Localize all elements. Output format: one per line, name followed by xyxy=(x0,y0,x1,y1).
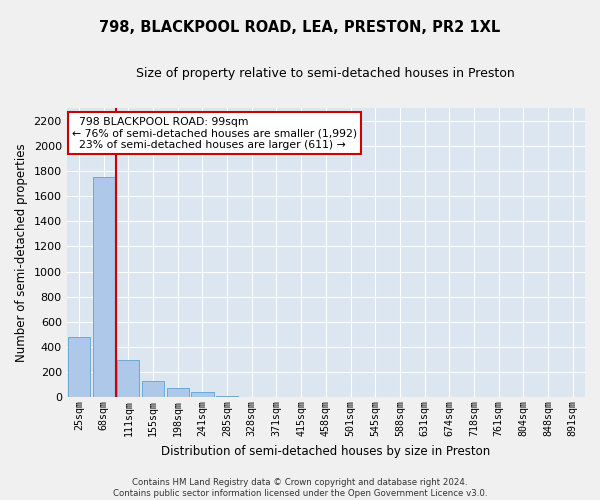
X-axis label: Distribution of semi-detached houses by size in Preston: Distribution of semi-detached houses by … xyxy=(161,444,490,458)
Title: Size of property relative to semi-detached houses in Preston: Size of property relative to semi-detach… xyxy=(136,68,515,80)
Text: 798 BLACKPOOL ROAD: 99sqm  
← 76% of semi-detached houses are smaller (1,992)
  : 798 BLACKPOOL ROAD: 99sqm ← 76% of semi-… xyxy=(72,116,357,150)
Bar xyxy=(117,360,139,398)
Bar xyxy=(216,396,238,398)
Bar xyxy=(167,388,189,398)
Bar xyxy=(68,337,90,398)
Text: Contains HM Land Registry data © Crown copyright and database right 2024.
Contai: Contains HM Land Registry data © Crown c… xyxy=(113,478,487,498)
Bar xyxy=(92,177,115,398)
Text: 798, BLACKPOOL ROAD, LEA, PRESTON, PR2 1XL: 798, BLACKPOOL ROAD, LEA, PRESTON, PR2 1… xyxy=(100,20,500,35)
Y-axis label: Number of semi-detached properties: Number of semi-detached properties xyxy=(15,144,28,362)
Bar xyxy=(142,381,164,398)
Bar xyxy=(191,392,214,398)
